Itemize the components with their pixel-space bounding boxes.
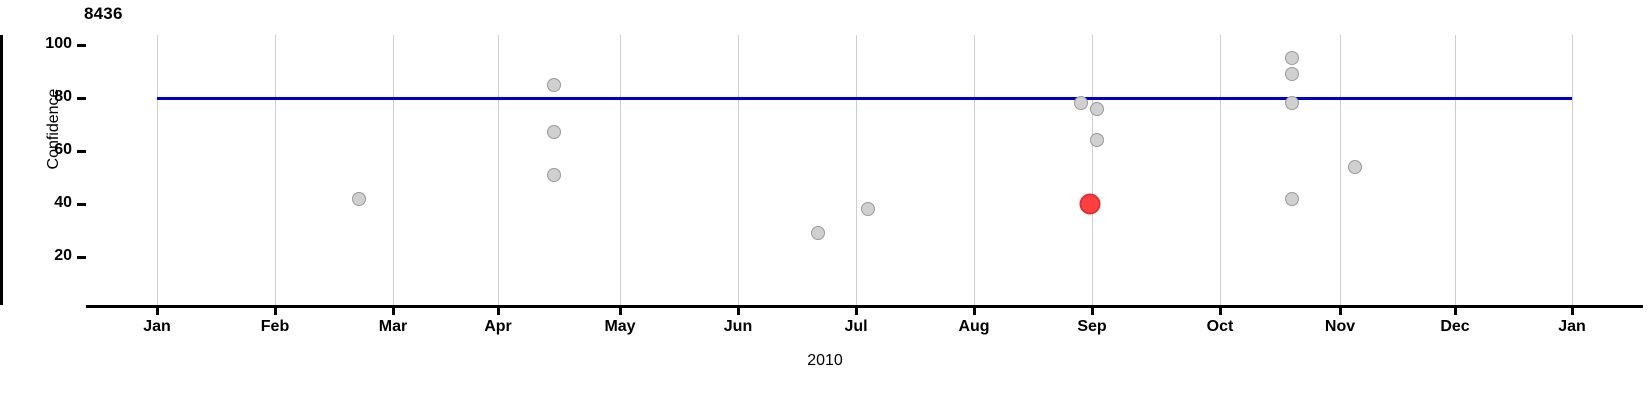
y-axis-line	[0, 35, 3, 305]
y-tick-40	[77, 203, 86, 206]
data-point-highlighted[interactable]	[1079, 193, 1101, 215]
gridline-jan-0	[157, 35, 158, 305]
x-tick-10	[1339, 305, 1342, 315]
x-tick-label-jun-5: Jun	[723, 318, 753, 335]
gridline-sep-8	[1092, 35, 1093, 305]
y-tick-60	[77, 150, 86, 153]
gridline-apr-3	[498, 35, 499, 305]
x-tick-7	[973, 305, 976, 315]
y-tick-label-80: 80	[54, 88, 72, 105]
x-tick-label-feb-1: Feb	[260, 318, 290, 335]
x-tick-9	[1219, 305, 1222, 315]
data-point[interactable]	[547, 77, 561, 92]
x-axis-line	[86, 305, 1643, 308]
x-tick-1	[274, 305, 277, 315]
x-tick-label-nov-10: Nov	[1324, 318, 1356, 335]
y-axis-label: Confidence	[45, 88, 62, 170]
x-tick-label-jul-6: Jul	[844, 318, 868, 335]
y-tick-label-20: 20	[54, 247, 72, 264]
data-point[interactable]	[1285, 51, 1299, 66]
x-tick-0	[156, 305, 159, 315]
x-tick-label-apr-3: Apr	[484, 318, 512, 335]
x-tick-8	[1091, 305, 1094, 315]
x-tick-label-sep-8: Sep	[1077, 318, 1107, 335]
data-point[interactable]	[1348, 159, 1362, 174]
gridline-dec-11	[1455, 35, 1456, 305]
x-tick-label-oct-9: Oct	[1206, 318, 1234, 335]
y-tick-20	[77, 256, 86, 259]
data-point[interactable]	[1090, 133, 1104, 148]
y-tick-label-100: 100	[45, 35, 72, 52]
threshold-reference-line	[157, 97, 1572, 100]
data-point[interactable]	[1074, 96, 1088, 111]
data-point[interactable]	[1285, 67, 1299, 82]
x-tick-12	[1571, 305, 1574, 315]
x-tick-11	[1454, 305, 1457, 315]
gridline-may-4	[620, 35, 621, 305]
y-tick-label-40: 40	[54, 194, 72, 211]
gridline-jan-12	[1572, 35, 1573, 305]
x-tick-4	[619, 305, 622, 315]
x-tick-label-may-4: May	[604, 318, 636, 335]
y-tick-label-60: 60	[54, 141, 72, 158]
x-tick-2	[392, 305, 395, 315]
gridline-nov-10	[1340, 35, 1341, 305]
x-tick-label-dec-11: Dec	[1440, 318, 1470, 335]
data-point[interactable]	[547, 167, 561, 182]
x-tick-3	[497, 305, 500, 315]
gridline-jul-6	[856, 35, 857, 305]
gridline-aug-7	[974, 35, 975, 305]
data-point[interactable]	[1090, 101, 1104, 116]
gridline-mar-2	[393, 35, 394, 305]
x-tick-label-jan-0: Jan	[143, 318, 171, 335]
y-tick-80	[77, 97, 86, 100]
x-tick-label-aug-7: Aug	[958, 318, 990, 335]
data-point[interactable]	[1285, 191, 1299, 206]
y-tick-100	[77, 44, 86, 47]
data-point[interactable]	[547, 125, 561, 140]
x-axis-label: 2010	[807, 352, 843, 369]
data-point[interactable]	[811, 226, 825, 241]
x-tick-6	[855, 305, 858, 315]
x-tick-5	[737, 305, 740, 315]
x-tick-label-jan-12: Jan	[1558, 318, 1586, 335]
data-point[interactable]	[1285, 96, 1299, 111]
data-point[interactable]	[352, 191, 366, 206]
gridline-jun-5	[738, 35, 739, 305]
gridline-oct-9	[1220, 35, 1221, 305]
gridline-feb-1	[275, 35, 276, 305]
chart-title: 8436	[84, 4, 123, 23]
data-point[interactable]	[861, 202, 875, 217]
x-tick-label-mar-2: Mar	[378, 318, 408, 335]
